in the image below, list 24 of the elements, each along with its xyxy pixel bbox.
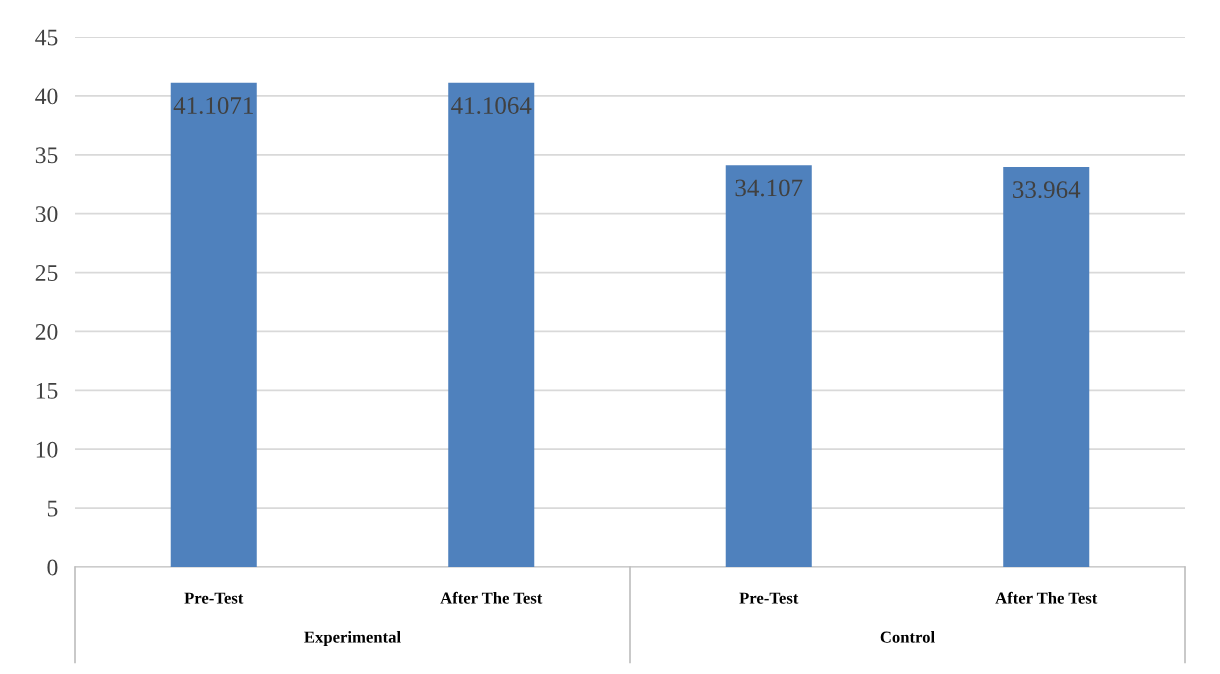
y-tick-label: 20 — [35, 323, 58, 340]
x-tick-label: Pre-Test — [739, 592, 799, 604]
y-tick-label: 45 — [35, 29, 58, 46]
data-label: 41.1071 — [173, 97, 253, 114]
data-label: 41.1064 — [451, 97, 532, 114]
y-tick-label: 40 — [35, 88, 58, 105]
y-tick-label: 0 — [47, 559, 58, 576]
bar — [725, 165, 812, 567]
x-tick-label: After The Test — [440, 591, 543, 604]
y-tick-label: 35 — [35, 147, 58, 164]
y-tick-label: 15 — [36, 382, 58, 399]
bar — [170, 82, 257, 567]
y-tick-label: 10 — [36, 441, 58, 458]
data-label: 34.107 — [735, 179, 803, 197]
data-label: 33.964 — [1013, 181, 1081, 199]
bar — [1003, 166, 1090, 567]
x-tick-label: After The Test — [995, 591, 1098, 604]
text: Control — [880, 630, 935, 643]
text: Experimental — [304, 630, 401, 647]
x-tick-label: Pre-Test — [184, 592, 244, 604]
y-tick-label: 5 — [47, 500, 58, 517]
y-tick-label: 30 — [35, 206, 58, 223]
y-tick-label: 25 — [35, 265, 58, 281]
bar — [448, 82, 535, 567]
